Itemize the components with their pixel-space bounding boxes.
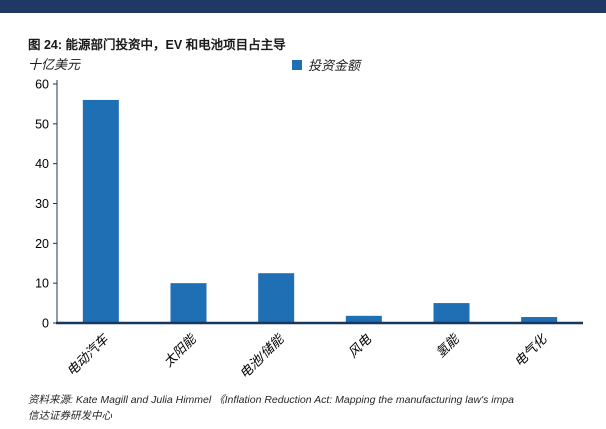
x-tick-label: 太阳能 [160,330,200,370]
bar-电动汽车 [82,99,119,323]
legend-swatch-icon [292,59,302,70]
chart-title: 图 24: 能源部门投资中，EV 和电池项目占主导 [28,38,286,52]
x-tick-label: 电气化 [511,330,551,370]
bar-风电 [345,315,382,323]
y-tick-label: 10 [35,277,49,291]
y-tick-label: 20 [35,237,49,251]
x-tick-label: 电池/储能 [236,330,287,381]
x-tick-label: 电动汽车 [64,330,113,379]
source-citation-line1: 资料来源: Kate Magill and Julia Himmel 《Infl… [28,394,514,406]
y-tick-label: 30 [35,197,49,211]
header-accent-bar [0,0,606,13]
x-tick-label: 氢能 [433,330,463,360]
bar-chart: 0 10 20 30 40 50 60 电动汽车 太阳能 电池/储能 风电 氢能 电气化 [35,78,583,381]
y-tick-label: 60 [35,78,49,92]
legend-label: 投资金额 [308,58,361,73]
bar-氢能 [433,303,470,323]
bar-太阳能 [170,283,207,323]
y-axis-unit-label: 十亿美元 [28,57,81,72]
chart-legend: 投资金额 [292,55,360,74]
bar-电气化 [521,317,558,323]
y-tick-label: 40 [35,157,49,171]
y-tick-label: 0 [42,317,49,331]
bar-电池/储能 [258,273,295,323]
y-tick-label: 50 [35,117,49,131]
source-citation-line2: 信达证券研发中心 [28,410,112,422]
x-tick-label: 风电 [345,331,375,361]
